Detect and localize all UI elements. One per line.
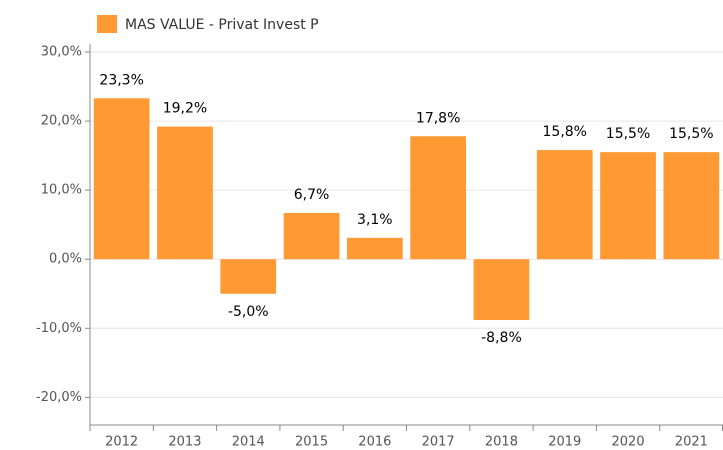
x-tick-label: 2017 [422, 435, 455, 450]
data-label: -5,0% [228, 304, 269, 320]
legend-swatch [97, 15, 117, 33]
y-tick-label: 0,0% [49, 252, 82, 267]
data-label: 15,5% [669, 126, 713, 142]
bar [346, 237, 403, 260]
data-label: 3,1% [357, 212, 393, 228]
data-label: -8,8% [481, 330, 522, 346]
bar [410, 136, 467, 260]
x-tick-label: 2012 [105, 435, 138, 450]
data-label: 19,2% [163, 101, 207, 117]
bar [283, 212, 340, 260]
y-tick-label: 30,0% [41, 45, 82, 60]
x-tick-label: 2013 [168, 435, 201, 450]
y-tick-label: -10,0% [36, 321, 82, 336]
data-label: 23,3% [99, 72, 143, 88]
data-label: 17,8% [416, 110, 460, 126]
y-tick-label: 20,0% [41, 114, 82, 129]
data-label: 6,7% [294, 187, 330, 203]
data-label: 15,5% [606, 126, 650, 142]
bar [157, 126, 213, 260]
x-tick-label: 2021 [675, 435, 708, 450]
bar [536, 150, 593, 260]
x-tick-label: 2018 [485, 435, 518, 450]
data-label: 15,8% [543, 124, 587, 140]
x-tick-label: 2019 [548, 435, 581, 450]
x-tick-label: 2016 [358, 435, 391, 450]
y-tick-label: -20,0% [36, 390, 82, 405]
x-tick-label: 2014 [232, 435, 265, 450]
bar [600, 152, 656, 260]
y-tick-label: 10,0% [41, 183, 82, 198]
bar [93, 98, 150, 260]
legend-label: MAS VALUE - Privat Invest P [125, 17, 319, 33]
bar [663, 152, 720, 260]
x-tick-label: 2015 [295, 435, 328, 450]
bar [220, 259, 277, 294]
bar [473, 259, 530, 321]
x-tick-label: 2020 [612, 435, 645, 450]
